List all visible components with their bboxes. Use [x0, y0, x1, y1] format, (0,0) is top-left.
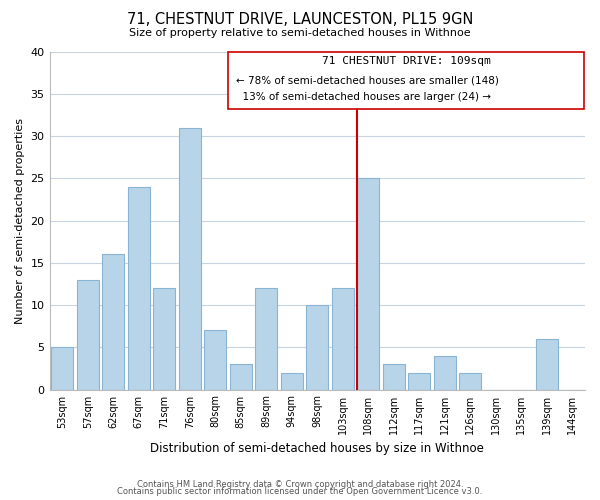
Text: 71 CHESTNUT DRIVE: 109sqm: 71 CHESTNUT DRIVE: 109sqm [322, 56, 490, 66]
X-axis label: Distribution of semi-detached houses by size in Withnoe: Distribution of semi-detached houses by … [151, 442, 484, 455]
Bar [307, 305, 328, 390]
Bar [434, 356, 455, 390]
Bar [154, 288, 175, 390]
Bar [460, 372, 481, 390]
Bar [409, 372, 430, 390]
Bar [358, 178, 379, 390]
Text: ← 78% of semi-detached houses are smaller (148): ← 78% of semi-detached houses are smalle… [236, 75, 499, 85]
Bar [230, 364, 251, 390]
Bar [103, 254, 124, 390]
Bar [77, 280, 98, 390]
Text: Size of property relative to semi-detached houses in Withnoe: Size of property relative to semi-detach… [129, 28, 471, 38]
Text: 13% of semi-detached houses are larger (24) →: 13% of semi-detached houses are larger (… [236, 92, 491, 102]
Bar [52, 348, 73, 390]
Bar [256, 288, 277, 390]
Bar [179, 128, 200, 390]
Bar [332, 288, 353, 390]
Y-axis label: Number of semi-detached properties: Number of semi-detached properties [15, 118, 25, 324]
Bar [128, 186, 149, 390]
Text: Contains public sector information licensed under the Open Government Licence v3: Contains public sector information licen… [118, 487, 482, 496]
Bar [281, 372, 302, 390]
Bar [205, 330, 226, 390]
FancyBboxPatch shape [228, 52, 584, 109]
Bar [536, 339, 557, 390]
Bar [383, 364, 404, 390]
Text: 71, CHESTNUT DRIVE, LAUNCESTON, PL15 9GN: 71, CHESTNUT DRIVE, LAUNCESTON, PL15 9GN [127, 12, 473, 28]
Text: Contains HM Land Registry data © Crown copyright and database right 2024.: Contains HM Land Registry data © Crown c… [137, 480, 463, 489]
